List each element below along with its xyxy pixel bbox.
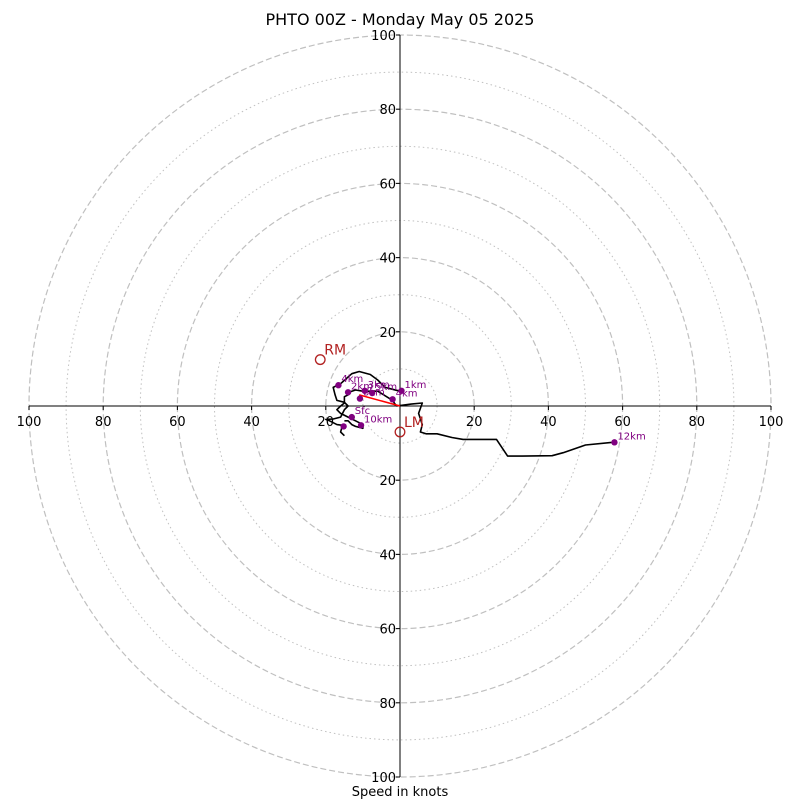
height-marker-point [611,439,618,446]
height-marker-point [344,389,352,396]
mean-wind-vector [358,394,401,407]
x-tick-label: 20 [466,415,483,430]
x-tick-label: 40 [243,415,260,430]
x-tick-label: 100 [759,415,784,430]
height-marker-point [398,387,405,394]
axis-ticks: 100 80 60 40 20 20 40 60 80 100100806040202040608… [17,29,784,786]
height-marker-label: 2km [351,381,373,392]
height-marker-label: 4km [396,388,418,399]
height-marker-label: 3km [368,380,390,391]
y-tick-label: 100 [371,29,396,44]
y-tick-label: 60 [379,623,396,638]
x-tick-label: 60 [614,415,631,430]
height-marker-label: 1km [404,380,426,391]
x-tick-label: 60 [169,415,186,430]
hodograph-lines [324,370,612,457]
height-markers: 1km12km4km2kmSfc10km3km6km5km4km [335,374,646,446]
chart-title: PHTO 00Z - Monday May 05 2025 [265,10,535,29]
height-marker-point [335,382,342,389]
hodograph-trace [396,402,612,457]
hodograph-trace [324,370,401,437]
storm-motion-label: LM [404,415,424,431]
storm-motion-markers: RM LM [314,343,424,438]
height-marker-label: 10km [364,414,392,425]
height-marker-point [340,423,347,430]
storm-motion-point [314,354,326,366]
height-marker-label: Sfc [355,406,370,417]
height-marker-label: 12km [617,431,645,442]
height-marker-point [368,389,376,397]
height-marker-label: 4km [341,374,363,385]
x-tick-label: 80 [95,415,112,430]
y-tick-label: 80 [379,697,396,712]
storm-motion-label: RM [324,343,346,359]
y-tick-label: 20 [379,326,396,341]
height-marker-point [357,422,365,429]
y-tick-label: 60 [379,177,396,192]
mean-wind-arrow [358,394,401,407]
height-marker-point [361,387,368,394]
hodograph-trace [336,389,397,430]
storm-motion-point [394,426,406,438]
height-marker-label: 5km [375,382,397,393]
x-tick-label: 40 [540,415,557,430]
x-tick-label: 80 [689,415,706,430]
y-tick-label: 100 [371,771,396,786]
height-marker-point [389,396,396,403]
y-tick-label: 40 [379,252,396,267]
y-tick-label: 20 [379,474,396,489]
x-axis-label: Speed in knots [352,785,449,800]
y-tick-label: 40 [379,548,396,563]
x-tick-label: 100 [17,415,42,430]
height-marker-point [356,395,364,402]
y-tick-label: 80 [379,103,396,118]
height-marker-point [348,413,355,421]
